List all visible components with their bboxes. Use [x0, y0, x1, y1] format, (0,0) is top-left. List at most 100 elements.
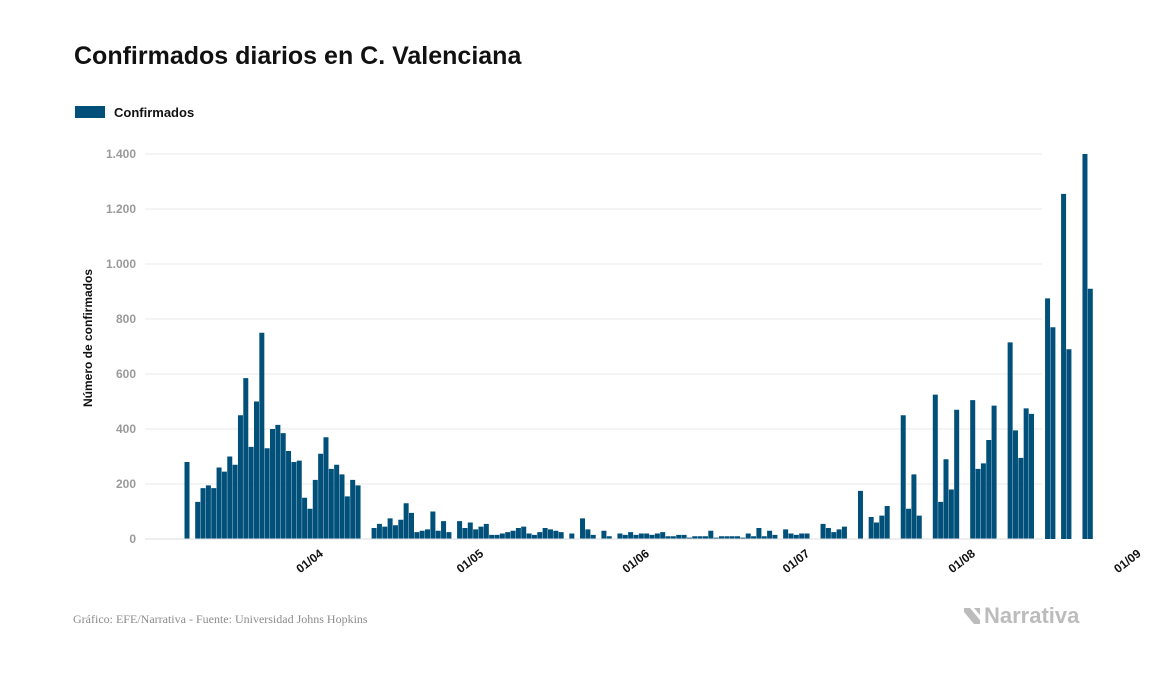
- bar: [628, 532, 634, 540]
- bar: [900, 415, 906, 539]
- bar: [531, 534, 537, 540]
- bar: [248, 446, 254, 540]
- bar: [622, 534, 628, 540]
- bar: [719, 536, 724, 539]
- bar: [419, 530, 425, 539]
- bar: [665, 536, 671, 539]
- bar: [1087, 288, 1093, 539]
- bar: [312, 479, 318, 540]
- bar: [510, 530, 516, 539]
- bar: [521, 526, 527, 540]
- bar: [857, 490, 863, 540]
- bar: [932, 394, 938, 540]
- bar: [751, 536, 757, 539]
- bar: [745, 533, 751, 539]
- bar: [756, 528, 762, 539]
- bar: [879, 515, 885, 540]
- bar: [649, 534, 655, 540]
- bar: [970, 400, 976, 540]
- bar: [291, 462, 297, 539]
- bar: [339, 474, 345, 540]
- bar: [788, 533, 794, 539]
- bar: [938, 501, 944, 540]
- bar: [874, 522, 879, 539]
- bar: [478, 526, 484, 540]
- bar: [371, 528, 377, 539]
- bar: [1012, 430, 1018, 540]
- bar: [884, 506, 890, 539]
- bar: [328, 468, 334, 540]
- bar: [558, 532, 564, 540]
- bar: [697, 536, 703, 539]
- bar: [617, 533, 623, 539]
- bar: [799, 533, 805, 539]
- y-tick-label: 1.000: [106, 257, 136, 271]
- y-tick-label: 400: [116, 422, 136, 436]
- bar: [350, 479, 356, 540]
- bar: [686, 537, 692, 540]
- bar: [713, 537, 719, 540]
- brand-name: Narrativa: [984, 603, 1080, 628]
- bar: [1023, 408, 1029, 540]
- bar: [820, 523, 826, 540]
- bar: [489, 534, 495, 540]
- y-tick-label: 0: [129, 532, 136, 546]
- y-tick-label: 800: [116, 312, 136, 326]
- narrativa-logo-icon: [964, 608, 980, 624]
- bar: [1045, 298, 1051, 540]
- bar: [195, 501, 201, 540]
- bar: [1066, 349, 1072, 539]
- bar: [772, 534, 778, 540]
- bar: [200, 488, 206, 540]
- grid-lines: [145, 153, 1042, 485]
- y-axis-ticks: 0 200 400 600 800 1.000 1.200 1.400: [106, 147, 136, 546]
- bar: [286, 451, 292, 539]
- bar: [1018, 457, 1024, 540]
- bar: [467, 522, 473, 539]
- bar: [307, 508, 313, 539]
- bar: [243, 378, 249, 540]
- bar: [585, 529, 591, 540]
- bar: [253, 401, 259, 539]
- bar: [868, 517, 874, 539]
- bar: [991, 405, 997, 540]
- y-tick-label: 600: [116, 367, 136, 381]
- bar: [644, 533, 650, 539]
- bar: [735, 536, 741, 539]
- bar: [515, 528, 521, 539]
- bar: [569, 533, 575, 539]
- bar: [638, 533, 644, 539]
- bars: [184, 154, 1093, 540]
- bar: [408, 512, 414, 540]
- bar: [633, 534, 639, 540]
- bar: [318, 453, 324, 539]
- bar: [660, 532, 666, 540]
- bar: [344, 496, 350, 540]
- x-tick-label: 01/08: [946, 546, 979, 576]
- bar: [724, 536, 730, 539]
- bar: [216, 467, 222, 539]
- bar: [221, 471, 227, 540]
- y-axis-label: Número de confirmados: [81, 269, 95, 407]
- bar: [601, 530, 607, 539]
- bar: [302, 497, 308, 539]
- x-tick-label: 01/06: [620, 546, 653, 576]
- bar: [296, 460, 302, 540]
- bar: [841, 526, 847, 540]
- bar: [323, 437, 329, 539]
- brand-logo: Narrativa: [962, 603, 1079, 629]
- x-axis-ticks: 01/04 01/05 01/06 01/07 01/08 01/09: [293, 546, 1143, 576]
- bar: [392, 525, 398, 539]
- bar: [398, 519, 404, 539]
- bar: [606, 536, 612, 539]
- source-note: Gráfico: EFE/Narrativa - Fuente: Univers…: [73, 612, 368, 626]
- bar: [740, 537, 746, 540]
- bar: [804, 533, 810, 539]
- bar: [462, 528, 468, 539]
- x-tick-label: 01/05: [454, 546, 487, 576]
- x-tick-label: 01/07: [780, 546, 813, 576]
- bar: [211, 488, 217, 540]
- bar: [446, 532, 452, 540]
- bar: [831, 532, 837, 540]
